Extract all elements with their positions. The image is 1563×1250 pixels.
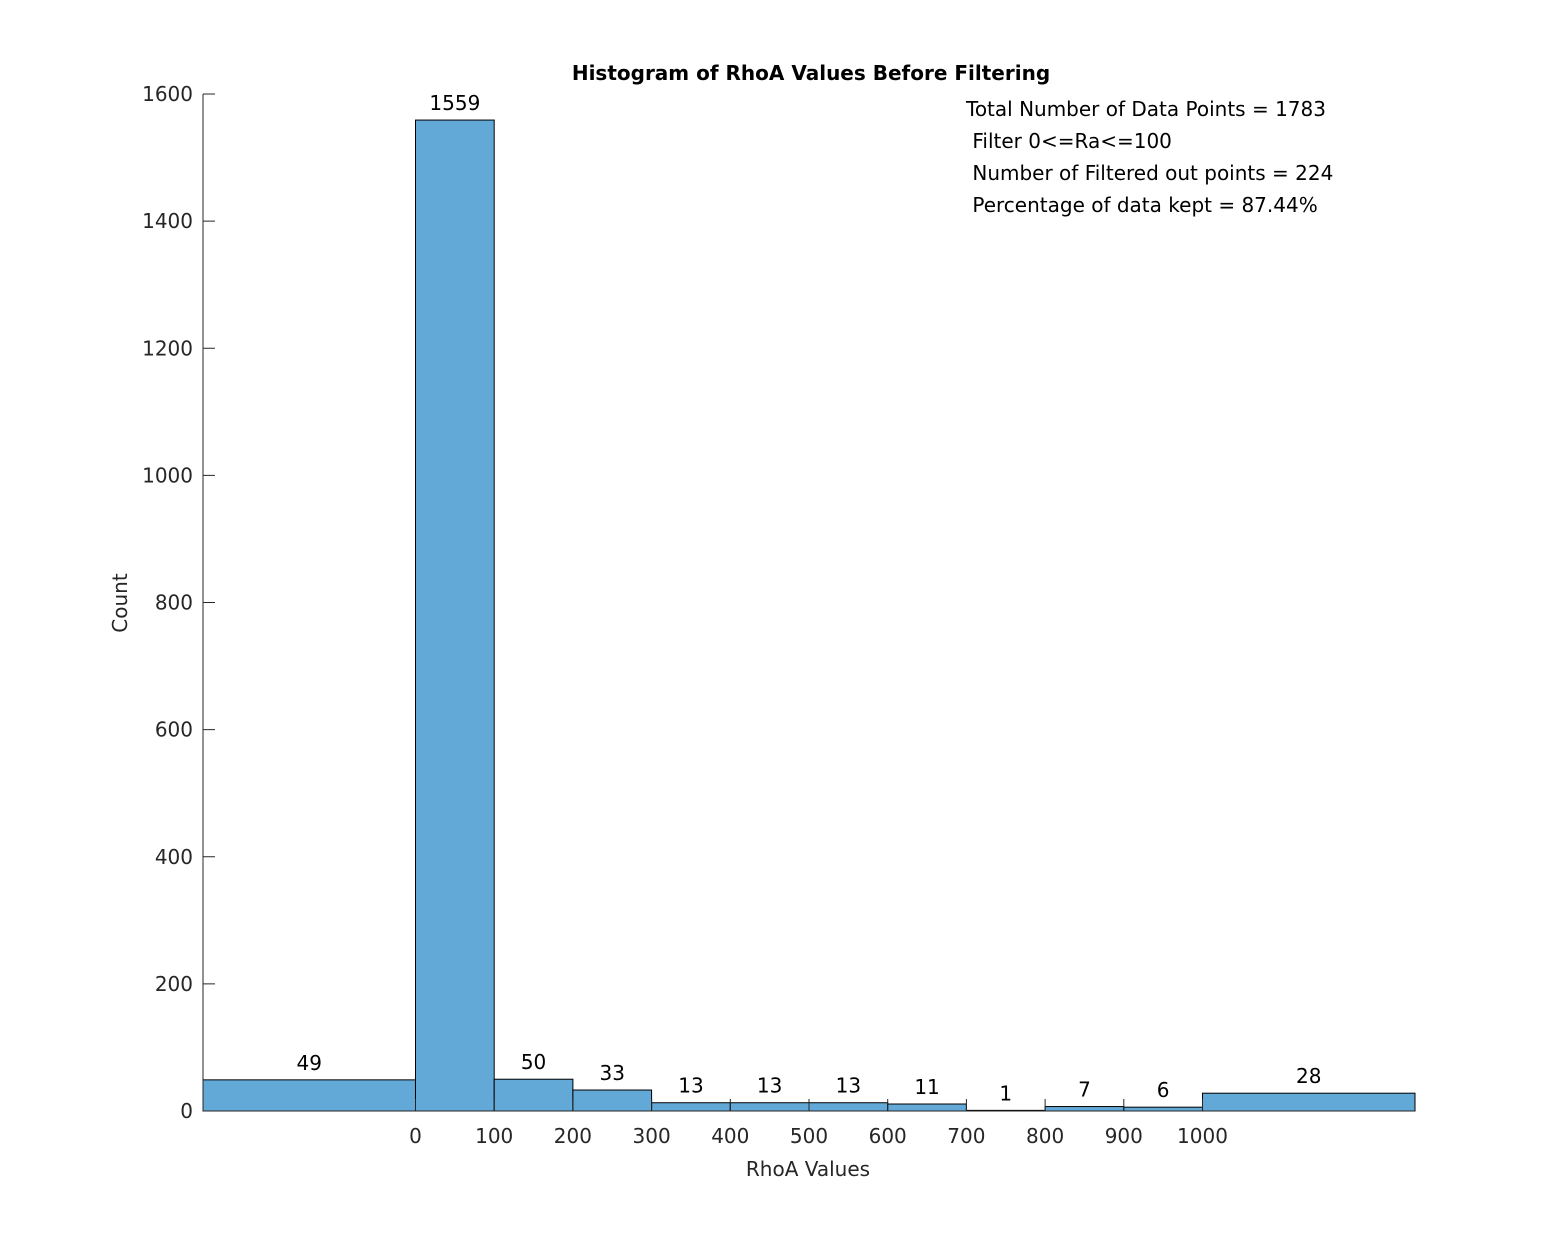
bar-count-label-7: 11 <box>914 1075 939 1099</box>
bar-count-label-2: 50 <box>521 1050 546 1074</box>
y-tick-label-6: 1200 <box>142 336 193 360</box>
histogram-bar-1 <box>414 119 495 1112</box>
histogram-bar-9 <box>1044 1106 1125 1112</box>
histogram-bar-11 <box>1202 1092 1416 1112</box>
histogram-bar-0 <box>202 1079 416 1112</box>
bars-group <box>202 119 1416 1112</box>
bar-count-label-6: 13 <box>836 1074 861 1098</box>
x-tick-label-9: 900 <box>1105 1124 1143 1148</box>
x-axis: 0 100 200 300 400 500 600 700 800 900 1000 <box>203 1099 1415 1148</box>
x-tick-label-10: 1000 <box>1177 1124 1228 1148</box>
annotation-filter: Filter 0<=Ra<=100 <box>966 129 1172 153</box>
y-axis-title: Count <box>108 573 132 633</box>
histogram-bar-2 <box>493 1078 574 1112</box>
x-tick-label-8: 800 <box>1026 1124 1064 1148</box>
histogram-bar-7 <box>887 1103 967 1112</box>
bar-count-label-10: 6 <box>1157 1078 1170 1102</box>
bar-count-label-4: 13 <box>678 1074 703 1098</box>
x-tick-label-5: 500 <box>790 1124 828 1148</box>
annotation-total-points: Total Number of Data Points = 1783 <box>965 97 1326 121</box>
histogram-bar-3 <box>572 1089 653 1112</box>
x-tick-label-3: 300 <box>633 1124 671 1148</box>
x-tick-label-4: 400 <box>711 1124 749 1148</box>
histogram-bar-4 <box>651 1102 731 1112</box>
x-tick-label-6: 600 <box>869 1124 907 1148</box>
annotation-block: Total Number of Data Points = 1783 Filte… <box>965 97 1333 217</box>
histogram-bar-10 <box>1123 1106 1204 1112</box>
bar-count-label-9: 7 <box>1078 1078 1091 1102</box>
x-tick-label-1: 100 <box>475 1124 513 1148</box>
x-tick-label-2: 200 <box>554 1124 592 1148</box>
y-axis: 0 200 400 600 800 1000 1200 1400 1600 <box>142 82 215 1123</box>
histogram-bar-6 <box>808 1102 889 1112</box>
y-tick-label-1: 200 <box>155 972 193 996</box>
y-tick-label-0: 0 <box>180 1099 193 1123</box>
y-tick-label-7: 1400 <box>142 209 193 233</box>
histogram-bar-5 <box>729 1102 810 1112</box>
bar-count-label-5: 13 <box>757 1074 782 1098</box>
bar-count-label-1: 1559 <box>429 91 480 115</box>
y-tick-label-2: 400 <box>155 845 193 869</box>
annotation-percentage-kept: Percentage of data kept = 87.44% <box>966 193 1318 217</box>
bar-count-label-11: 28 <box>1296 1064 1321 1088</box>
y-tick-label-3: 600 <box>155 718 193 742</box>
x-axis-title: RhoA Values <box>746 1157 870 1181</box>
y-tick-label-8: 1600 <box>142 82 193 106</box>
y-tick-label-4: 800 <box>155 591 193 615</box>
chart-title: Histogram of RhoA Values Before Filterin… <box>572 61 1050 85</box>
bar-count-label-0: 49 <box>297 1051 322 1075</box>
x-tick-label-0: 0 <box>409 1124 422 1148</box>
x-tick-label-7: 700 <box>947 1124 985 1148</box>
bar-count-label-8: 1 <box>999 1081 1012 1105</box>
y-tick-label-5: 1000 <box>142 463 193 487</box>
annotation-filtered-out: Number of Filtered out points = 224 <box>966 161 1333 185</box>
bar-count-label-3: 33 <box>600 1061 625 1085</box>
